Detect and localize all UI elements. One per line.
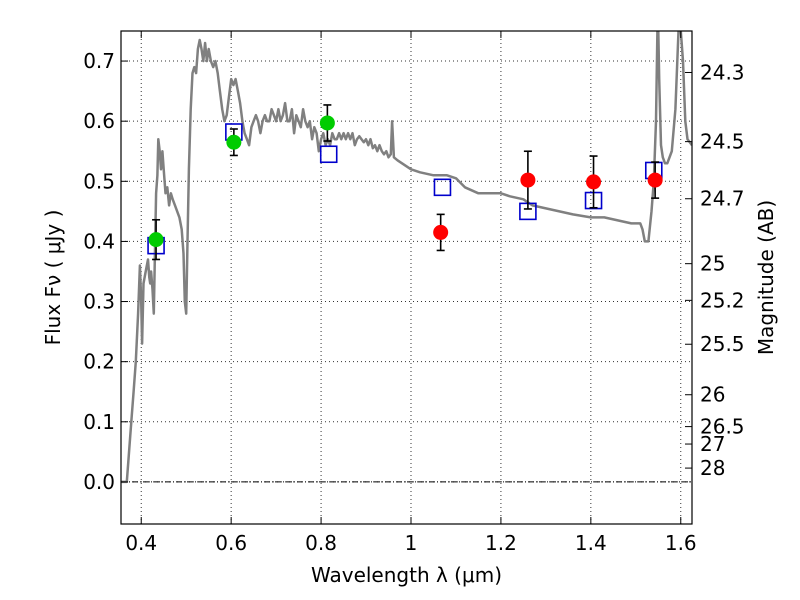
model-sed-line-group [121, 31, 692, 484]
right-tick-label-7: 26.5 [700, 415, 745, 439]
right-tick-label-5: 25.5 [700, 332, 745, 356]
right-tick-label-4: 25.2 [700, 288, 745, 312]
y-axis-label: Flux Fν ( μJy ) [41, 210, 65, 346]
x-axis-label: Wavelength λ (μm) [311, 563, 502, 587]
x-tick-label-1: 0.6 [215, 531, 247, 555]
x-tick-label-4: 1.2 [485, 531, 517, 555]
nir-photometry-point-0 [433, 224, 449, 240]
optical-photometry-point-2 [319, 115, 335, 131]
right-axis-label: Magnitude (AB) [754, 200, 778, 355]
nir-photometry-point-2 [586, 174, 602, 190]
right-tick-label-8: 27 [700, 432, 725, 456]
y-tick-label-0: 0.0 [83, 470, 115, 494]
optical-photometry-point-0 [148, 232, 164, 248]
nir-photometry-point-3 [647, 172, 663, 188]
model-flux-square-2 [319, 145, 338, 164]
optical-photometry-point-1 [226, 134, 242, 150]
right-tick-label-0: 24.3 [700, 60, 745, 84]
model-flux-square-3 [433, 178, 452, 197]
x-tick-label-5: 1.4 [575, 531, 607, 555]
plot-area-frame [120, 30, 693, 525]
y-tick-label-5: 0.5 [83, 169, 115, 193]
model-sed-line [121, 31, 692, 484]
y-tick-label-7: 0.7 [83, 49, 115, 73]
axis-ticks: 0.4 0.6 0.8 1 1.2 1.4 1.6 0.0 0.1 0.2 0.3 0.4 0.5 0.6… [83, 31, 745, 555]
y-tick-label-2: 0.2 [83, 350, 115, 374]
right-tick-label-3: 25 [700, 252, 725, 276]
right-tick-label-9: 28 [700, 456, 725, 480]
right-tick-label-1: 24.5 [700, 130, 745, 154]
nir-photometry-point-1 [520, 172, 536, 188]
y-tick-label-3: 0.3 [83, 290, 115, 314]
y-tick-label-6: 0.6 [83, 109, 115, 133]
x-tick-label-2: 0.8 [305, 531, 337, 555]
markers [147, 104, 663, 261]
y-tick-label-4: 0.4 [83, 229, 115, 253]
right-tick-label-6: 26 [700, 383, 725, 407]
x-tick-label-6: 1.6 [665, 531, 697, 555]
grid [121, 31, 692, 524]
right-tick-label-2: 24.7 [700, 187, 745, 211]
y-tick-label-1: 0.1 [83, 410, 115, 434]
x-tick-label-0: 0.4 [125, 531, 157, 555]
x-tick-label-3: 1 [405, 531, 418, 555]
